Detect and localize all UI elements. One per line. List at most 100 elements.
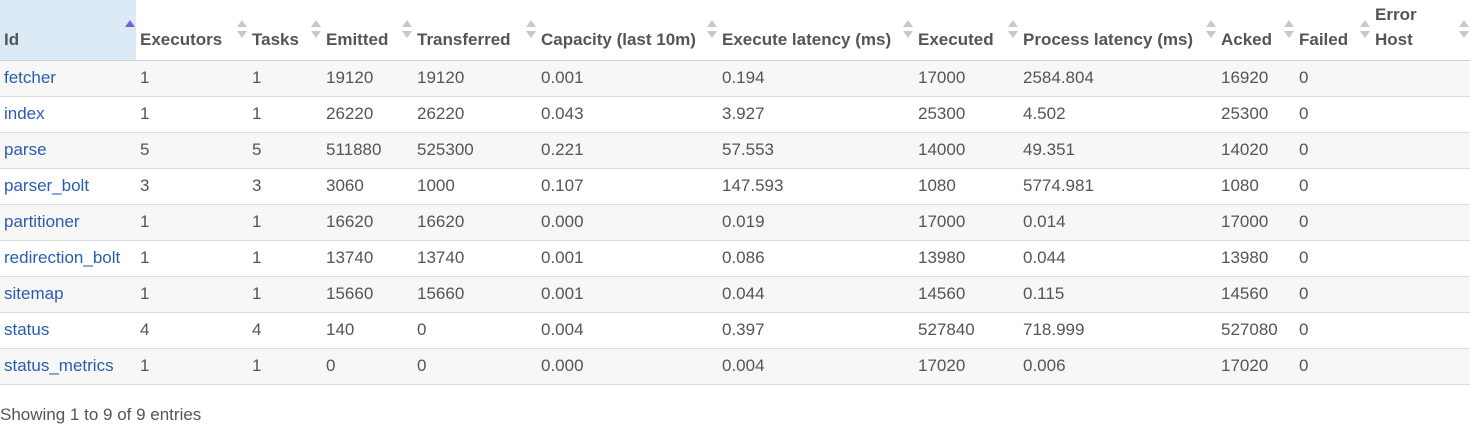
cell-value: 13740: [326, 248, 374, 267]
table-cell: 0.004: [718, 348, 914, 385]
table-cell: 0: [1295, 312, 1371, 349]
table-cell: 0: [1295, 348, 1371, 385]
table-cell: [1371, 276, 1470, 313]
table-cell: 1080: [1217, 168, 1295, 205]
cell-value: 1: [140, 212, 150, 231]
table-cell: 140: [322, 312, 413, 349]
cell-value: 4: [140, 320, 150, 339]
table-row: partitioner 1 1 16620 16620 0.000 0.019 17000 0.…: [0, 204, 1470, 241]
table-cell: 19120: [322, 60, 413, 97]
table-cell: 3: [248, 168, 322, 205]
table-cell: [1371, 204, 1470, 241]
cell-value: 3060: [326, 176, 364, 195]
table-cell: 0.001: [537, 60, 718, 97]
sort-both-icon: [707, 20, 717, 38]
table-cell: 3060: [322, 168, 413, 205]
table-row: status 4 4 140 0 0.004 0.397 527840 718.999 52708…: [0, 312, 1470, 349]
table-cell: 0.019: [718, 204, 914, 241]
table-cell: 15660: [322, 276, 413, 313]
table-cell: fetcher: [0, 60, 136, 97]
cell-value: 13980: [918, 248, 966, 267]
table-cell: 13980: [914, 240, 1019, 277]
column-header-execute-latency-ms[interactable]: Execute latency (ms): [718, 0, 914, 61]
component-id-link[interactable]: parser_bolt: [4, 176, 90, 195]
column-header-emitted[interactable]: Emitted: [322, 0, 413, 61]
table-cell: 5: [136, 132, 248, 169]
table-cell: parser_bolt: [0, 168, 136, 205]
table-cell: 1080: [914, 168, 1019, 205]
column-header-id[interactable]: Id: [0, 0, 136, 61]
table-row: status_metrics 1 1 0 0 0.000 0.004 17020 0.006 17…: [0, 348, 1470, 385]
component-id-link[interactable]: partitioner: [4, 212, 80, 231]
column-header-transferred[interactable]: Transferred: [413, 0, 537, 61]
cell-value: 1: [252, 104, 262, 123]
table-cell: status_metrics: [0, 348, 136, 385]
table-cell: 0.115: [1019, 276, 1217, 313]
column-header-label: Capacity (last 10m): [541, 29, 696, 49]
table-cell: 16920: [1217, 60, 1295, 97]
table-cell: 17020: [914, 348, 1019, 385]
table-cell: 17000: [914, 204, 1019, 241]
table-cell: 0.006: [1019, 348, 1217, 385]
sort-both-icon: [526, 20, 536, 38]
cell-value: 17000: [918, 68, 966, 87]
cell-value: 0.043: [541, 104, 584, 123]
cell-value: 16620: [326, 212, 374, 231]
cell-value: 1000: [417, 176, 455, 195]
cell-value: 3.927: [722, 104, 765, 123]
component-id-link[interactable]: redirection_bolt: [4, 248, 121, 267]
table-cell: [1371, 348, 1470, 385]
table-cell: 49.351: [1019, 132, 1217, 169]
sort-both-icon: [402, 20, 412, 38]
component-id-link[interactable]: status: [4, 320, 50, 339]
table-cell: 511880: [322, 132, 413, 169]
cell-value: 0: [1299, 212, 1309, 231]
table-cell: 0.044: [718, 276, 914, 313]
component-id-link[interactable]: parse: [4, 140, 47, 159]
cell-value: 718.999: [1023, 320, 1085, 339]
table-row: fetcher 1 1 19120 19120 0.001 0.194 17000 2584.8…: [0, 60, 1470, 97]
component-id-link[interactable]: fetcher: [4, 68, 56, 87]
cell-value: 3: [140, 176, 150, 195]
column-header-label: Process latency (ms): [1023, 29, 1194, 49]
table-cell: 17020: [1217, 348, 1295, 385]
table-cell: [1371, 132, 1470, 169]
cell-value: 19120: [326, 68, 374, 87]
table-cell: [1371, 60, 1470, 97]
column-header-acked[interactable]: Acked: [1217, 0, 1295, 61]
table-cell: redirection_bolt: [0, 240, 136, 277]
table-cell: 0: [413, 348, 537, 385]
cell-value: 1: [252, 248, 262, 267]
column-header-tasks[interactable]: Tasks: [248, 0, 322, 61]
table-cell: [1371, 168, 1470, 205]
cell-value: 1: [140, 284, 150, 303]
column-header-executors[interactable]: Executors: [136, 0, 248, 61]
table-header-row: Id Executors Tasks Emitted Transferred Capaci…: [0, 0, 1470, 61]
component-id-link[interactable]: index: [4, 104, 45, 123]
cell-value: 0: [326, 356, 336, 375]
component-id-link[interactable]: status_metrics: [4, 356, 114, 375]
component-id-link[interactable]: sitemap: [4, 284, 64, 303]
column-header-error-host[interactable]: Error Host: [1371, 0, 1470, 61]
sort-both-icon: [1008, 20, 1018, 38]
sort-both-icon: [311, 20, 321, 38]
column-header-failed[interactable]: Failed: [1295, 0, 1371, 61]
cell-value: 0.044: [722, 284, 765, 303]
column-header-label: Acked: [1221, 29, 1273, 49]
table-cell: 0: [1295, 204, 1371, 241]
column-header-label: Tasks: [252, 29, 299, 49]
cell-value: 1: [252, 212, 262, 231]
table-cell: 0.001: [537, 240, 718, 277]
cell-value: 15660: [417, 284, 465, 303]
column-header-capacity-last-10m[interactable]: Capacity (last 10m): [537, 0, 718, 61]
cell-value: 19120: [417, 68, 465, 87]
column-header-executed[interactable]: Executed: [914, 0, 1019, 61]
cell-value: 1: [252, 68, 262, 87]
table-cell: 0.086: [718, 240, 914, 277]
components-table: Id Executors Tasks Emitted Transferred Capaci…: [0, 0, 1470, 385]
table-cell: 16620: [413, 204, 537, 241]
column-header-process-latency-ms[interactable]: Process latency (ms): [1019, 0, 1217, 61]
table-cell: 13740: [322, 240, 413, 277]
table-cell: 0.014: [1019, 204, 1217, 241]
cell-value: 0.000: [541, 212, 584, 231]
